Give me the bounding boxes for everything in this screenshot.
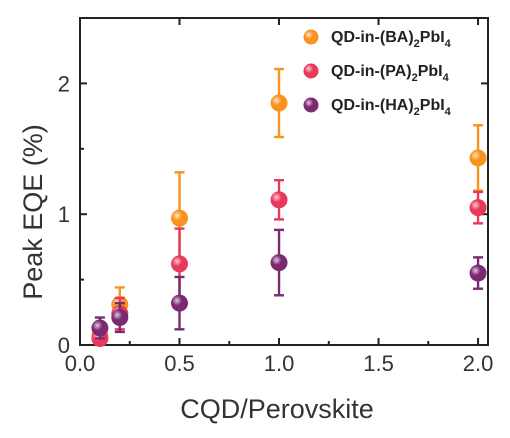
plot-frame bbox=[79, 17, 489, 346]
series-layer bbox=[91, 67, 487, 347]
legend-marker bbox=[303, 63, 319, 79]
data-point bbox=[171, 255, 189, 273]
data-point bbox=[469, 264, 487, 282]
x-axis-label: CQD/Perovskite bbox=[180, 394, 374, 424]
data-point bbox=[469, 149, 487, 167]
legend-label: QD-in-(BA)2PbI4 bbox=[331, 29, 452, 50]
y-tick-label: 2 bbox=[58, 71, 70, 96]
data-point bbox=[270, 94, 288, 112]
legend-label: QD-in-(HA)2PbI4 bbox=[331, 97, 452, 118]
x-tick-label: 2.0 bbox=[463, 351, 494, 376]
x-tick-label: 0.0 bbox=[65, 351, 96, 376]
legend-label: QD-in-(PA)2PbI4 bbox=[331, 63, 450, 84]
series-2 bbox=[91, 178, 487, 347]
data-point bbox=[270, 254, 288, 272]
plot-border bbox=[79, 17, 489, 346]
x-tick-label: 1.0 bbox=[264, 351, 295, 376]
x-tick-label: 1.5 bbox=[363, 351, 394, 376]
y-axis-ticks: 0 1 2 bbox=[58, 71, 488, 358]
legend-marker bbox=[303, 97, 319, 113]
data-point bbox=[171, 209, 189, 227]
data-point bbox=[111, 309, 129, 327]
x-axis-ticks: 0.0 0.5 1.0 1.5 2.0 bbox=[65, 18, 494, 376]
y-tick-label: 0 bbox=[58, 333, 70, 358]
legend: QD-in-(BA)2PbI4 QD-in-(PA)2PbI4 QD-in-(HA)… bbox=[303, 29, 452, 118]
data-point bbox=[469, 199, 487, 217]
y-axis-label: Peak EQE (%) bbox=[18, 124, 48, 300]
data-point bbox=[171, 294, 189, 312]
data-point bbox=[270, 191, 288, 209]
data-point bbox=[91, 319, 109, 337]
y-tick-label: 1 bbox=[58, 202, 70, 227]
series-3 bbox=[91, 228, 487, 340]
legend-marker bbox=[303, 29, 319, 45]
x-tick-label: 0.5 bbox=[164, 351, 195, 376]
